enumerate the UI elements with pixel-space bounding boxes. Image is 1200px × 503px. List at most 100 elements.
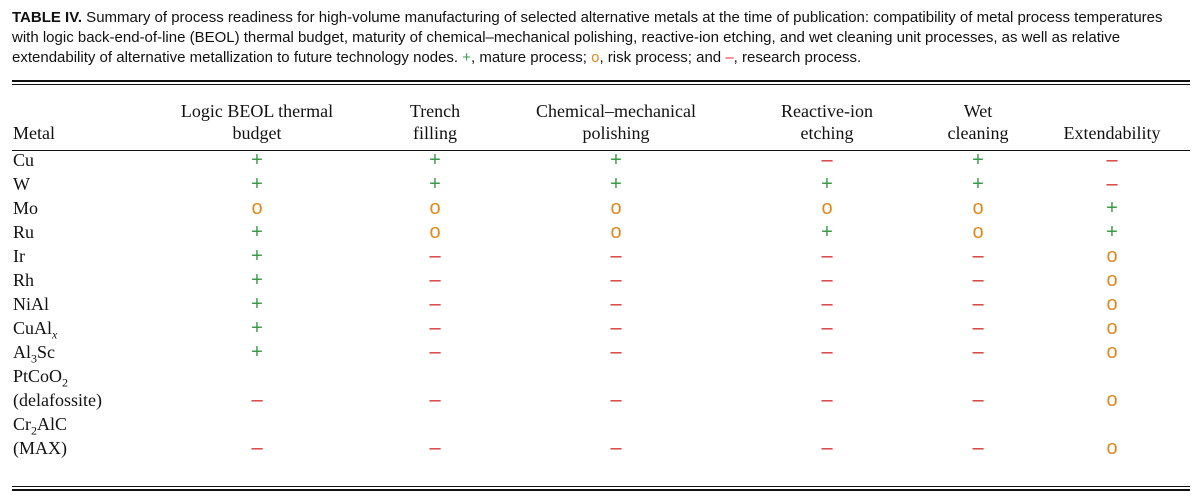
caption-label: TABLE IV. — [12, 9, 83, 26]
status-cell-minus: – — [972, 269, 984, 291]
status-cell-minus: – — [821, 149, 833, 171]
header-cmp: Chemical–mechanical polishing — [536, 101, 696, 143]
status-cell-risk: o — [1106, 317, 1118, 339]
status-cell-plus: + — [972, 173, 984, 195]
top-rule-thick — [12, 80, 1190, 82]
metal-name-cell: Rh — [13, 270, 35, 290]
metal-name-cell: Cr2AlC (MAX) — [13, 414, 68, 458]
status-cell-minus: – — [429, 317, 441, 339]
status-cell-minus: – — [610, 341, 622, 363]
status-cell-plus: + — [251, 293, 263, 315]
table-row: Rh + – – – – o — [12, 268, 1190, 292]
status-cell-risk: o — [972, 197, 984, 219]
legend-risk-symbol: o — [591, 49, 600, 66]
status-cell-minus: – — [821, 269, 833, 291]
header-beol-thermal-budget: Logic BEOL thermal budget — [180, 101, 334, 143]
status-cell-minus: – — [972, 317, 984, 339]
status-cell-risk: o — [429, 221, 441, 243]
status-cell-plus: + — [251, 317, 263, 339]
table-row: Al3Sc + – – – – o — [12, 340, 1190, 366]
status-cell-plus: + — [610, 173, 622, 195]
status-cell-minus: – — [821, 245, 833, 267]
status-cell-plus: + — [429, 173, 441, 195]
table-row: Mo o o o o o + — [12, 196, 1190, 220]
status-cell-minus: – — [429, 389, 441, 411]
table-row: Ru + o o + o + — [12, 220, 1190, 244]
status-cell-minus: – — [821, 317, 833, 339]
legend-plus-symbol: + — [462, 49, 472, 66]
table-header-row: Metal Logic BEOL thermal budget Trench fil… — [12, 86, 1190, 148]
status-cell-minus: – — [429, 269, 441, 291]
table-row: Cr2AlC (MAX) – – – – – o — [12, 412, 1190, 460]
status-cell-minus: – — [610, 437, 622, 459]
status-cell-risk: o — [429, 197, 441, 219]
status-cell-minus: – — [251, 437, 263, 459]
metal-name-cell: PtCoO2 (delafossite) — [13, 366, 102, 410]
status-cell-minus: – — [429, 245, 441, 267]
status-cell-minus: – — [972, 437, 984, 459]
status-cell-minus: – — [610, 269, 622, 291]
status-cell-plus: + — [610, 149, 622, 171]
status-cell-minus: – — [610, 293, 622, 315]
metal-name-cell: W — [13, 174, 30, 194]
status-cell-risk: o — [1106, 245, 1118, 267]
status-cell-plus: + — [1106, 197, 1118, 219]
top-rule-thin — [12, 84, 1190, 85]
status-cell-plus: + — [1106, 221, 1118, 243]
table-caption: TABLE IV. Summary of process readiness f… — [12, 8, 1190, 68]
table-row: Cu + + + – + – — [12, 148, 1190, 172]
status-cell-plus: + — [251, 269, 263, 291]
status-cell-plus: + — [251, 221, 263, 243]
status-cell-risk: o — [251, 197, 263, 219]
status-cell-minus: – — [251, 389, 263, 411]
header-metal: Metal — [13, 123, 55, 143]
status-cell-minus: – — [610, 389, 622, 411]
table-row: Ir + – – – – o — [12, 244, 1190, 268]
status-cell-plus: + — [429, 149, 441, 171]
status-cell-minus: – — [972, 341, 984, 363]
metal-name-cell: Al3Sc — [13, 342, 55, 366]
status-cell-minus: – — [972, 389, 984, 411]
status-cell-plus: + — [251, 149, 263, 171]
table-body: Cu + + + – + – W + + + + + – Mo o o o o o + Ru + o o + o + Ir + – – – – o R… — [12, 148, 1190, 460]
status-cell-plus: + — [972, 149, 984, 171]
status-cell-plus: + — [251, 245, 263, 267]
header-wet-cleaning: Wet cleaning — [947, 101, 1009, 143]
table-row: CuAlx + – – – – o — [12, 316, 1190, 342]
status-cell-risk: o — [972, 221, 984, 243]
status-cell-risk: o — [610, 221, 622, 243]
metal-name-cell: Cu — [13, 150, 35, 170]
metal-name-cell: Ru — [13, 222, 35, 242]
bottom-rule-thin — [12, 486, 1190, 487]
status-cell-minus: – — [429, 341, 441, 363]
table-row: W + + + + + – — [12, 172, 1190, 196]
legend-risk-text: , risk process; and — [599, 49, 726, 66]
status-cell-risk: o — [1106, 437, 1118, 459]
status-cell-minus: – — [972, 245, 984, 267]
metal-name-cell: CuAlx — [13, 318, 58, 342]
header-extendability: Extendability — [1063, 123, 1161, 143]
status-cell-minus: – — [610, 317, 622, 339]
status-cell-plus: + — [251, 173, 263, 195]
status-cell-risk: o — [821, 197, 833, 219]
status-cell-risk: o — [1106, 389, 1118, 411]
bottom-rule-thick — [12, 489, 1190, 491]
metal-name-cell: Mo — [13, 198, 39, 218]
status-cell-minus: – — [821, 389, 833, 411]
header-reactive-ion-etching: Reactive-ion etching — [781, 101, 873, 143]
status-cell-risk: o — [1106, 293, 1118, 315]
status-cell-minus: – — [1106, 149, 1118, 171]
process-readiness-table: Metal Logic BEOL thermal budget Trench fil… — [12, 86, 1190, 460]
status-cell-minus: – — [429, 293, 441, 315]
legend-minus-text: , research process. — [733, 49, 862, 66]
table-row: NiAl + – – – – o — [12, 292, 1190, 316]
status-cell-minus: – — [429, 437, 441, 459]
legend-minus-symbol: – — [725, 49, 734, 66]
metal-name-cell: Ir — [13, 246, 25, 266]
status-cell-minus: – — [1106, 173, 1118, 195]
metal-name-cell: NiAl — [13, 294, 49, 314]
header-trench-filling: Trench filling — [409, 101, 461, 143]
status-cell-minus: – — [972, 293, 984, 315]
status-cell-risk: o — [1106, 341, 1118, 363]
status-cell-risk: o — [610, 197, 622, 219]
